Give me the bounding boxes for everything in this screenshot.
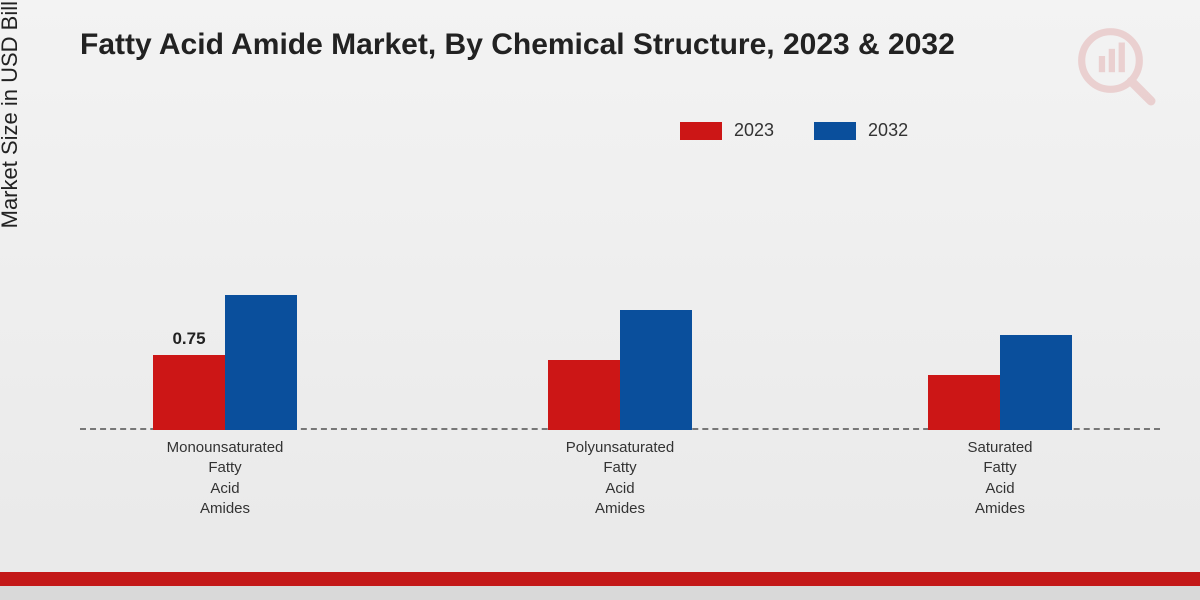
bar-2032-g1	[620, 310, 692, 430]
legend-swatch-2032	[814, 122, 856, 140]
bar-group-1	[530, 310, 710, 430]
bar-2032-g0	[225, 295, 297, 430]
bar-2023-g1	[548, 360, 620, 430]
legend-item-2023: 2023	[680, 120, 774, 141]
legend-swatch-2023	[680, 122, 722, 140]
x-axis-labels: MonounsaturatedFattyAcidAmides Polyunsat…	[80, 438, 1160, 538]
x-label-2: SaturatedFattyAcidAmides	[910, 438, 1090, 519]
bar-group-0: 0.75	[135, 295, 315, 430]
footer-bar-red	[0, 572, 1200, 586]
chart-title: Fatty Acid Amide Market, By Chemical Str…	[80, 28, 955, 62]
x-label-text-2: SaturatedFattyAcidAmides	[967, 439, 1032, 517]
chart-container: Fatty Acid Amide Market, By Chemical Str…	[0, 0, 1200, 600]
bar-2023-g0	[153, 355, 225, 430]
x-label-text-1: PolyunsaturatedFattyAcidAmides	[566, 439, 674, 517]
bar-group-2	[910, 335, 1090, 430]
footer-bar-gray	[0, 586, 1200, 600]
plot-area: 0.75	[80, 170, 1160, 430]
legend-item-2032: 2032	[814, 120, 908, 141]
y-axis-label: Market Size in USD Billion	[0, 0, 23, 300]
brand-watermark-icon	[1070, 20, 1160, 110]
x-label-0: MonounsaturatedFattyAcidAmides	[135, 438, 315, 519]
bar-value-label: 0.75	[153, 329, 225, 349]
legend: 2023 2032	[680, 120, 908, 141]
legend-label-2032: 2032	[868, 120, 908, 141]
legend-label-2023: 2023	[734, 120, 774, 141]
x-label-text-0: MonounsaturatedFattyAcidAmides	[167, 439, 284, 517]
bar-2032-g2	[1000, 335, 1072, 430]
bar-2023-g2	[928, 375, 1000, 430]
x-label-1: PolyunsaturatedFattyAcidAmides	[530, 438, 710, 519]
